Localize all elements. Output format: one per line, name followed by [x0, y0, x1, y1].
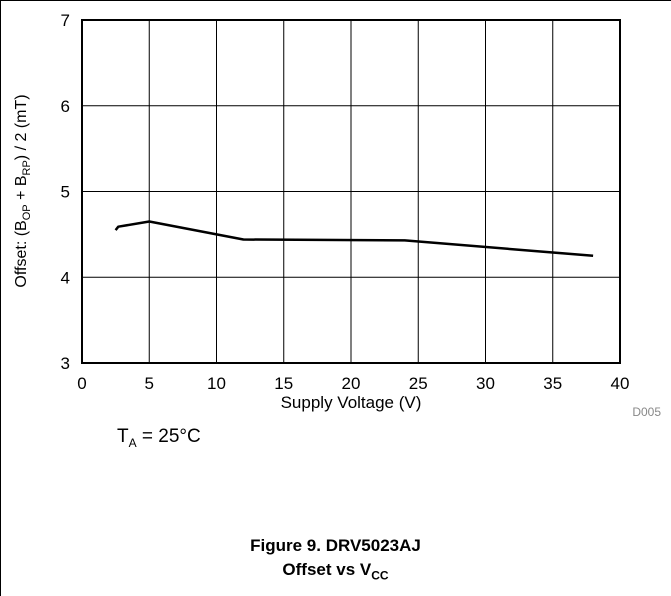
temperature-condition: TA = 25°C: [117, 426, 201, 450]
figure-caption-line2: Offset vs VCC: [282, 560, 389, 583]
x-tick-label: 40: [611, 374, 630, 393]
chart-code-label: D005: [632, 405, 661, 419]
x-axis-label: Supply Voltage (V): [281, 393, 422, 412]
series-lines: [114, 220, 594, 258]
y-tick-label: 4: [61, 268, 70, 287]
y-tick-label: 3: [61, 354, 70, 373]
y-tick-labels: 3 4 5 6 7: [61, 11, 70, 373]
x-tick-labels: 0 5 10 15 20 25 30 35 40: [77, 374, 629, 393]
y-tick-label: 6: [61, 97, 70, 116]
y-tick-label: 5: [61, 183, 70, 202]
y-tick-label: 7: [61, 11, 70, 30]
x-tick-label: 35: [543, 374, 562, 393]
plot-border: [81, 19, 621, 364]
y-axis-label: Offset: (BOP + BRP) / 2 (mT): [13, 94, 33, 287]
figure-caption-line1: Figure 9. DRV5023AJ: [250, 536, 421, 555]
x-tick-label: 20: [342, 374, 361, 393]
x-tick-label: 10: [207, 374, 226, 393]
x-tick-label: 5: [145, 374, 154, 393]
series-line: [114, 220, 594, 258]
x-tick-label: 30: [476, 374, 495, 393]
x-tick-label: 15: [274, 374, 293, 393]
x-tick-label: 0: [77, 374, 86, 393]
grid-lines: [82, 20, 620, 363]
x-tick-label: 25: [409, 374, 428, 393]
